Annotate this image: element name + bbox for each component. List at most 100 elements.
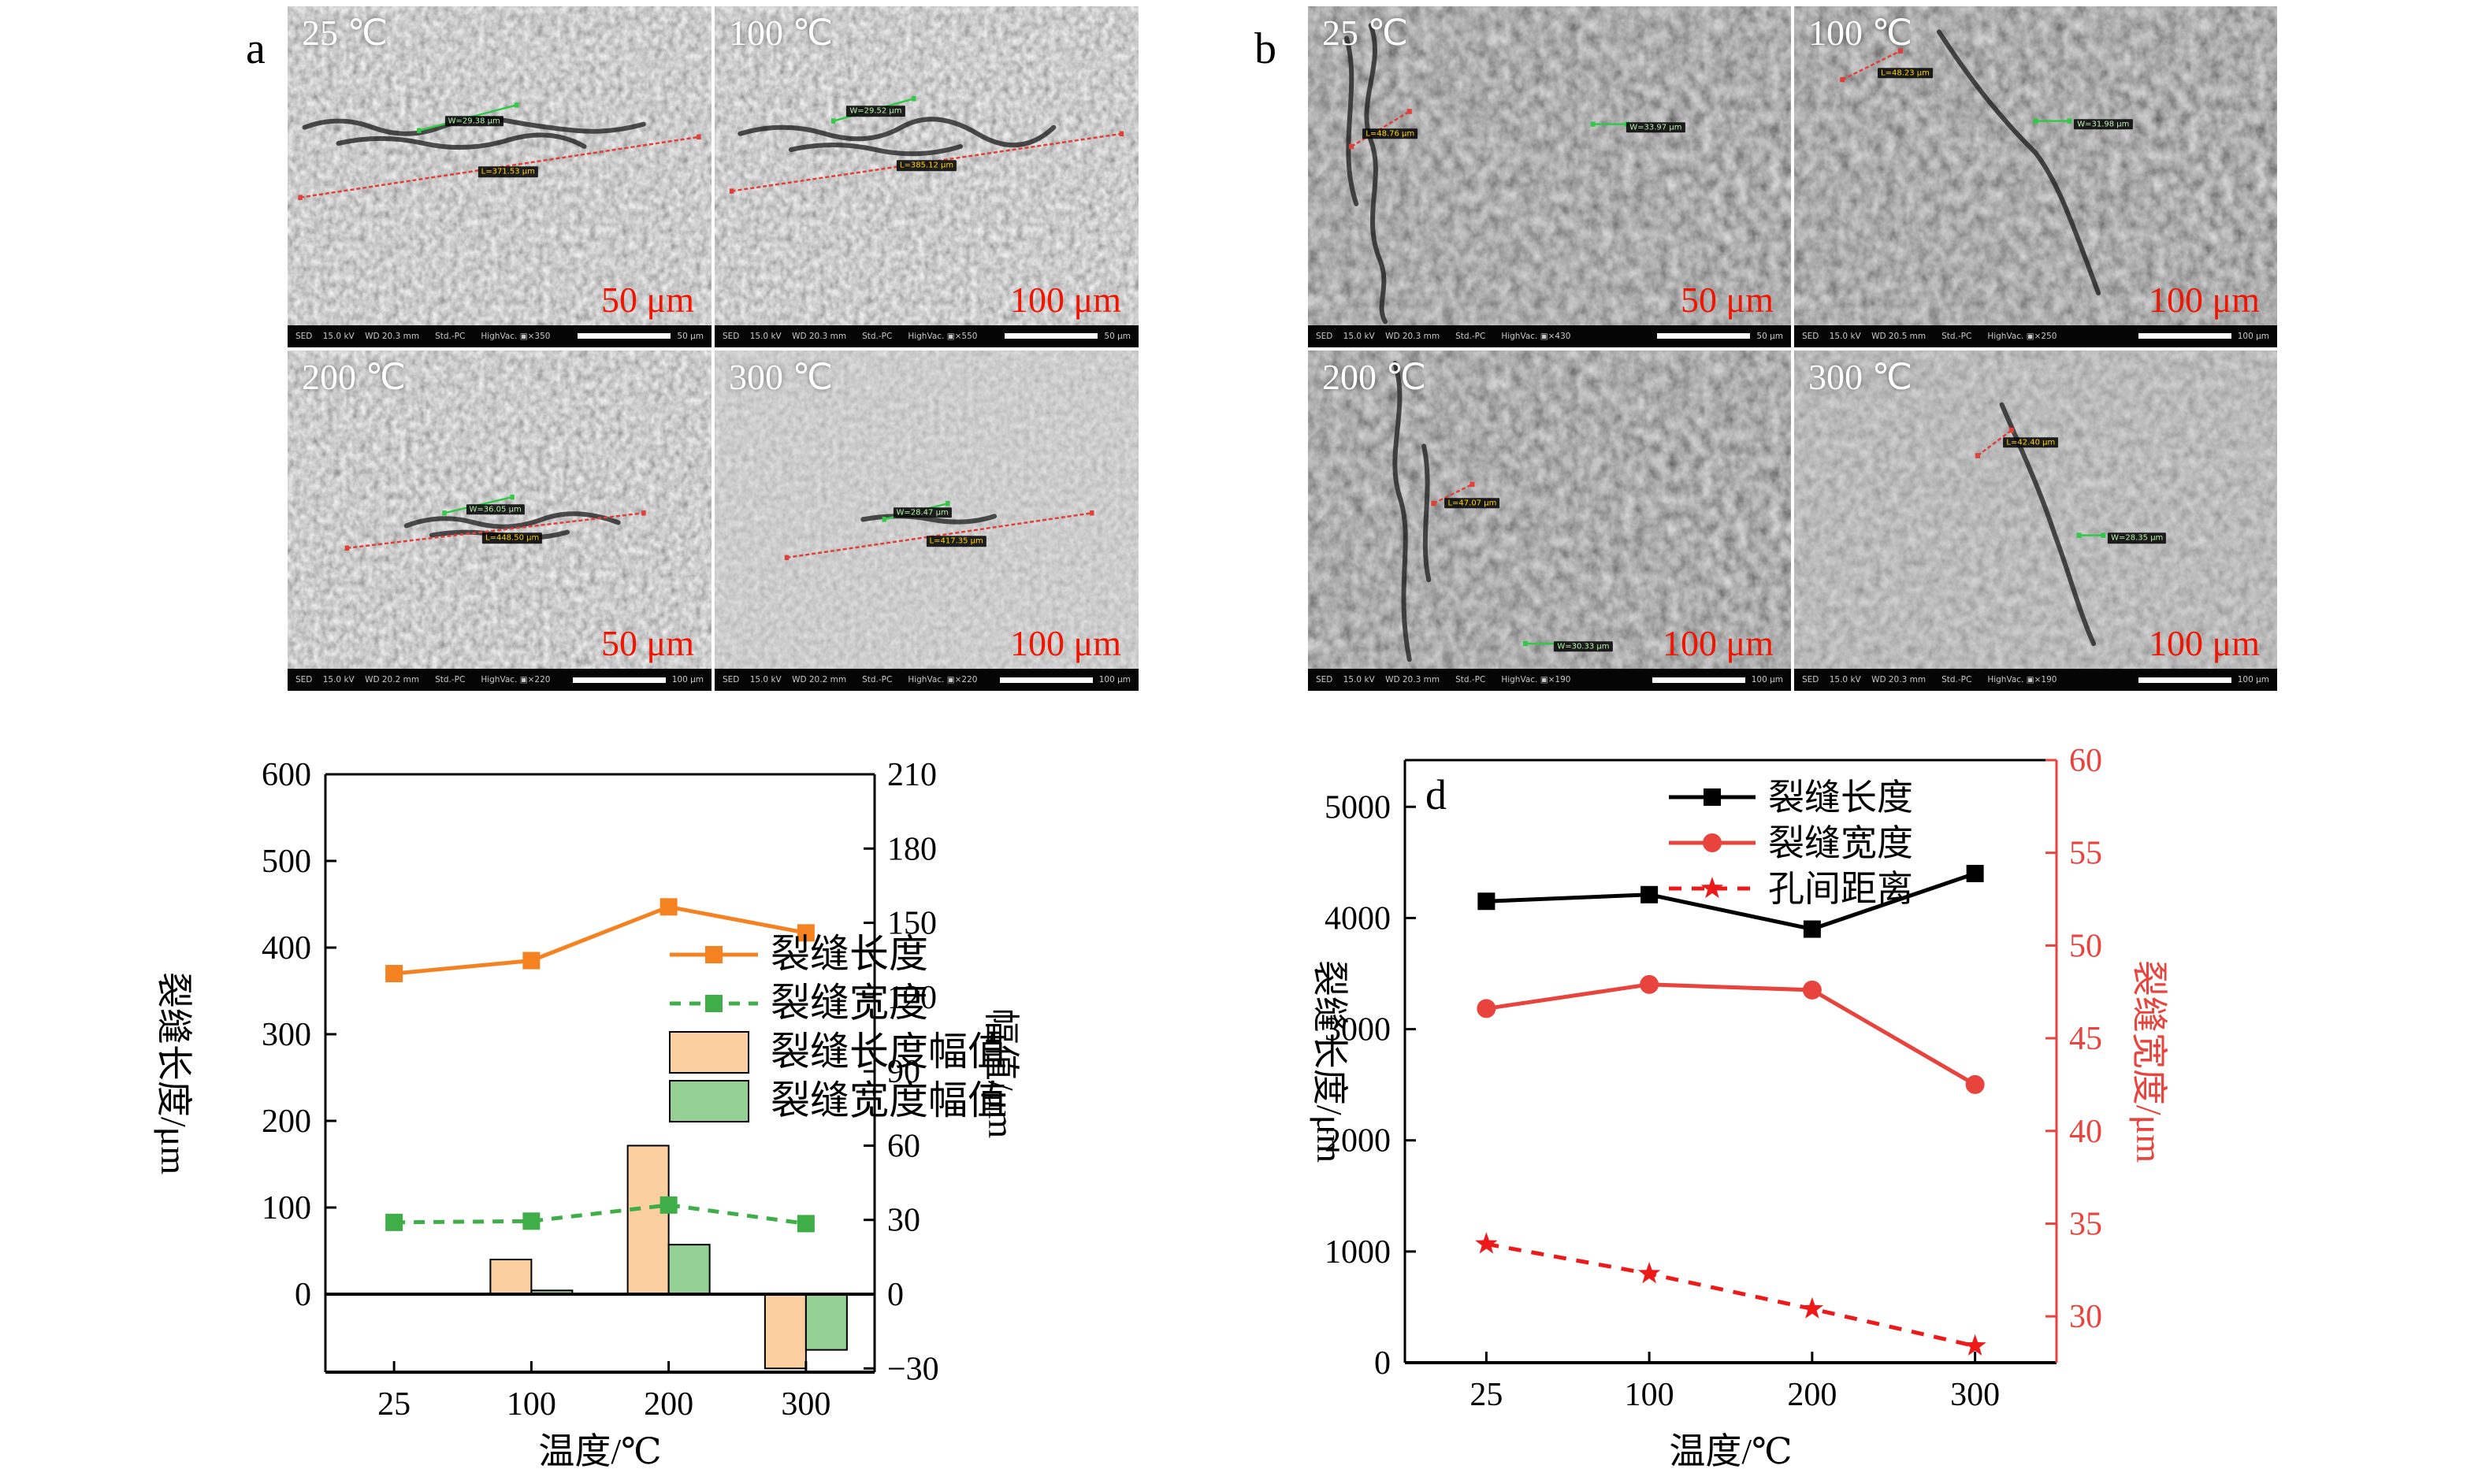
panel-a-label: a xyxy=(246,24,266,73)
bar-裂缝长度幅值 xyxy=(764,1293,807,1370)
sem-info-scale: 50 μm xyxy=(1104,331,1131,341)
temperature-label: 25 ℃ xyxy=(1322,13,1409,53)
length-measure-label: L=371.53 μm xyxy=(477,166,538,178)
square-marker xyxy=(385,1213,403,1231)
panel-d-letter: d xyxy=(1425,771,1447,818)
sem-annotations xyxy=(1794,6,2277,325)
square-marker xyxy=(797,1215,815,1233)
legend-label: 裂缝长度 xyxy=(771,932,928,976)
length-measure-line xyxy=(1433,484,1472,503)
sem-info-text: SED 15.0 kV WD 20.3 mm Std.-PC HighVac. … xyxy=(1802,675,2057,684)
left-tick-label: 300 xyxy=(262,1017,311,1053)
legend-label: 裂缝宽度 xyxy=(1768,823,1913,863)
square-marker xyxy=(1704,788,1721,806)
chart-d: 0 1000 2000 3000 4000 5000 30 35 40 45 50 55 60 25 100… xyxy=(1310,743,2169,1471)
sem-info-scale: 50 μm xyxy=(677,331,704,341)
crack-path xyxy=(863,516,994,521)
length-measure-line xyxy=(300,137,699,198)
measure-endpoint xyxy=(442,510,447,516)
square-marker xyxy=(1477,892,1496,911)
right-tick-label: 150 xyxy=(887,906,937,942)
sem-annotations xyxy=(288,6,701,325)
right-tick-label: 180 xyxy=(887,831,937,867)
sem-info-scale: 50 μm xyxy=(1756,331,1783,341)
measure-endpoint xyxy=(1522,640,1528,646)
sem-info-text: SED 15.0 kV WD 20.3 mm Std.-PC HighVac. … xyxy=(1316,675,1571,684)
length-measure-label: L=417.35 μm xyxy=(926,536,986,547)
length-measure-label: L=448.50 μm xyxy=(482,532,543,544)
scale-text: 50 μm xyxy=(601,623,694,663)
x-axis-title: 温度/℃ xyxy=(1669,1431,1792,1471)
measure-endpoint xyxy=(1119,131,1124,137)
legend-swatch xyxy=(669,1080,749,1122)
star-marker xyxy=(1964,1334,1986,1356)
circle-marker xyxy=(1703,833,1722,852)
measure-endpoint xyxy=(1840,76,1845,83)
left-tick-label: 600 xyxy=(262,757,311,793)
measure-endpoint xyxy=(417,128,422,133)
temperature-label: 200 ℃ xyxy=(1322,356,1427,397)
measure-endpoint xyxy=(946,500,950,506)
square-marker xyxy=(705,995,723,1012)
length-measure-label: L=47.07 μm xyxy=(1444,497,1500,509)
bar-裂缝宽度幅值 xyxy=(804,1293,848,1351)
length-measure-label: L=42.40 μm xyxy=(2003,437,2059,448)
bar-裂缝长度幅值 xyxy=(489,1259,533,1295)
line-裂缝宽度 xyxy=(1486,982,1976,1087)
left-tick-label: 4000 xyxy=(1325,900,1391,937)
sem-annotations xyxy=(1308,351,1562,670)
sem-info-bar: SED 15.0 kV WD 20.3 mm Std.-PC HighVac. … xyxy=(1308,325,1791,347)
left-axis-title: 裂缝长度/μm xyxy=(1310,960,1350,1163)
star-marker xyxy=(1475,1232,1498,1254)
right-axis-title: 裂缝宽度/μm xyxy=(2129,960,2169,1163)
scale-text: 100 μm xyxy=(2149,623,2260,663)
legend-label: 裂缝长度 xyxy=(1768,777,1913,818)
legend-label: 孔间距离 xyxy=(1768,869,1913,909)
star-marker xyxy=(1637,1262,1661,1284)
sem-annotations xyxy=(1308,6,1629,325)
left-tick-label: 1000 xyxy=(1325,1234,1391,1271)
temperature-label: 300 ℃ xyxy=(1808,356,1913,397)
crack-path xyxy=(791,145,960,154)
sem-info-bar: SED 15.0 kV WD 20.3 mm Std.-PC HighVac. … xyxy=(1308,669,1791,691)
line-裂缝长度 xyxy=(393,904,807,976)
width-measure-label: W=29.38 μm xyxy=(444,115,503,127)
bar-裂缝长度幅值 xyxy=(626,1145,670,1296)
width-measure-label: W=33.97 μm xyxy=(1626,121,1685,133)
width-measure-label: W=28.47 μm xyxy=(893,507,952,518)
length-measure-label: L=385.12 μm xyxy=(896,160,957,171)
temperature-label: 100 ℃ xyxy=(729,13,834,53)
crack-path xyxy=(1424,446,1429,580)
measure-endpoint xyxy=(510,494,515,499)
measure-endpoint xyxy=(641,510,646,516)
x-tick-label: 25 xyxy=(1470,1377,1503,1413)
sem-info-scale: 100 μm xyxy=(1751,675,1783,684)
scale-text: 100 μm xyxy=(1010,279,1121,320)
crack-path xyxy=(1347,38,1356,203)
sem-info-scale: 100 μm xyxy=(2237,331,2269,341)
square-marker xyxy=(522,952,541,970)
sem-info-scale: 100 μm xyxy=(671,675,704,684)
x-axis-title: 温度/℃ xyxy=(538,1431,661,1471)
length-measure-line xyxy=(1978,430,2012,455)
scale-bar xyxy=(2138,333,2231,339)
measure-endpoint xyxy=(344,545,350,551)
measure-endpoint xyxy=(2008,427,2014,432)
legend-swatch xyxy=(669,1031,749,1074)
temperature-label: 200 ℃ xyxy=(302,356,407,397)
width-measure-label: W=36.05 μm xyxy=(466,504,525,515)
x-tick-label: 200 xyxy=(1787,1377,1837,1413)
measure-endpoint xyxy=(1975,452,1981,458)
legend-label: 裂缝宽度幅值 xyxy=(771,1078,1007,1122)
sem-info-scale: 100 μm xyxy=(1098,675,1131,684)
measure-endpoint xyxy=(697,134,701,140)
circle-marker xyxy=(1965,1074,1985,1094)
square-marker xyxy=(522,1212,541,1230)
right-axis-title: 幅值/μm xyxy=(981,1008,1021,1138)
measure-endpoint xyxy=(2101,532,2106,538)
circle-marker xyxy=(1640,974,1659,994)
sem-texture xyxy=(1308,6,1791,347)
sem-texture xyxy=(1308,350,1791,691)
square-marker xyxy=(660,898,678,916)
